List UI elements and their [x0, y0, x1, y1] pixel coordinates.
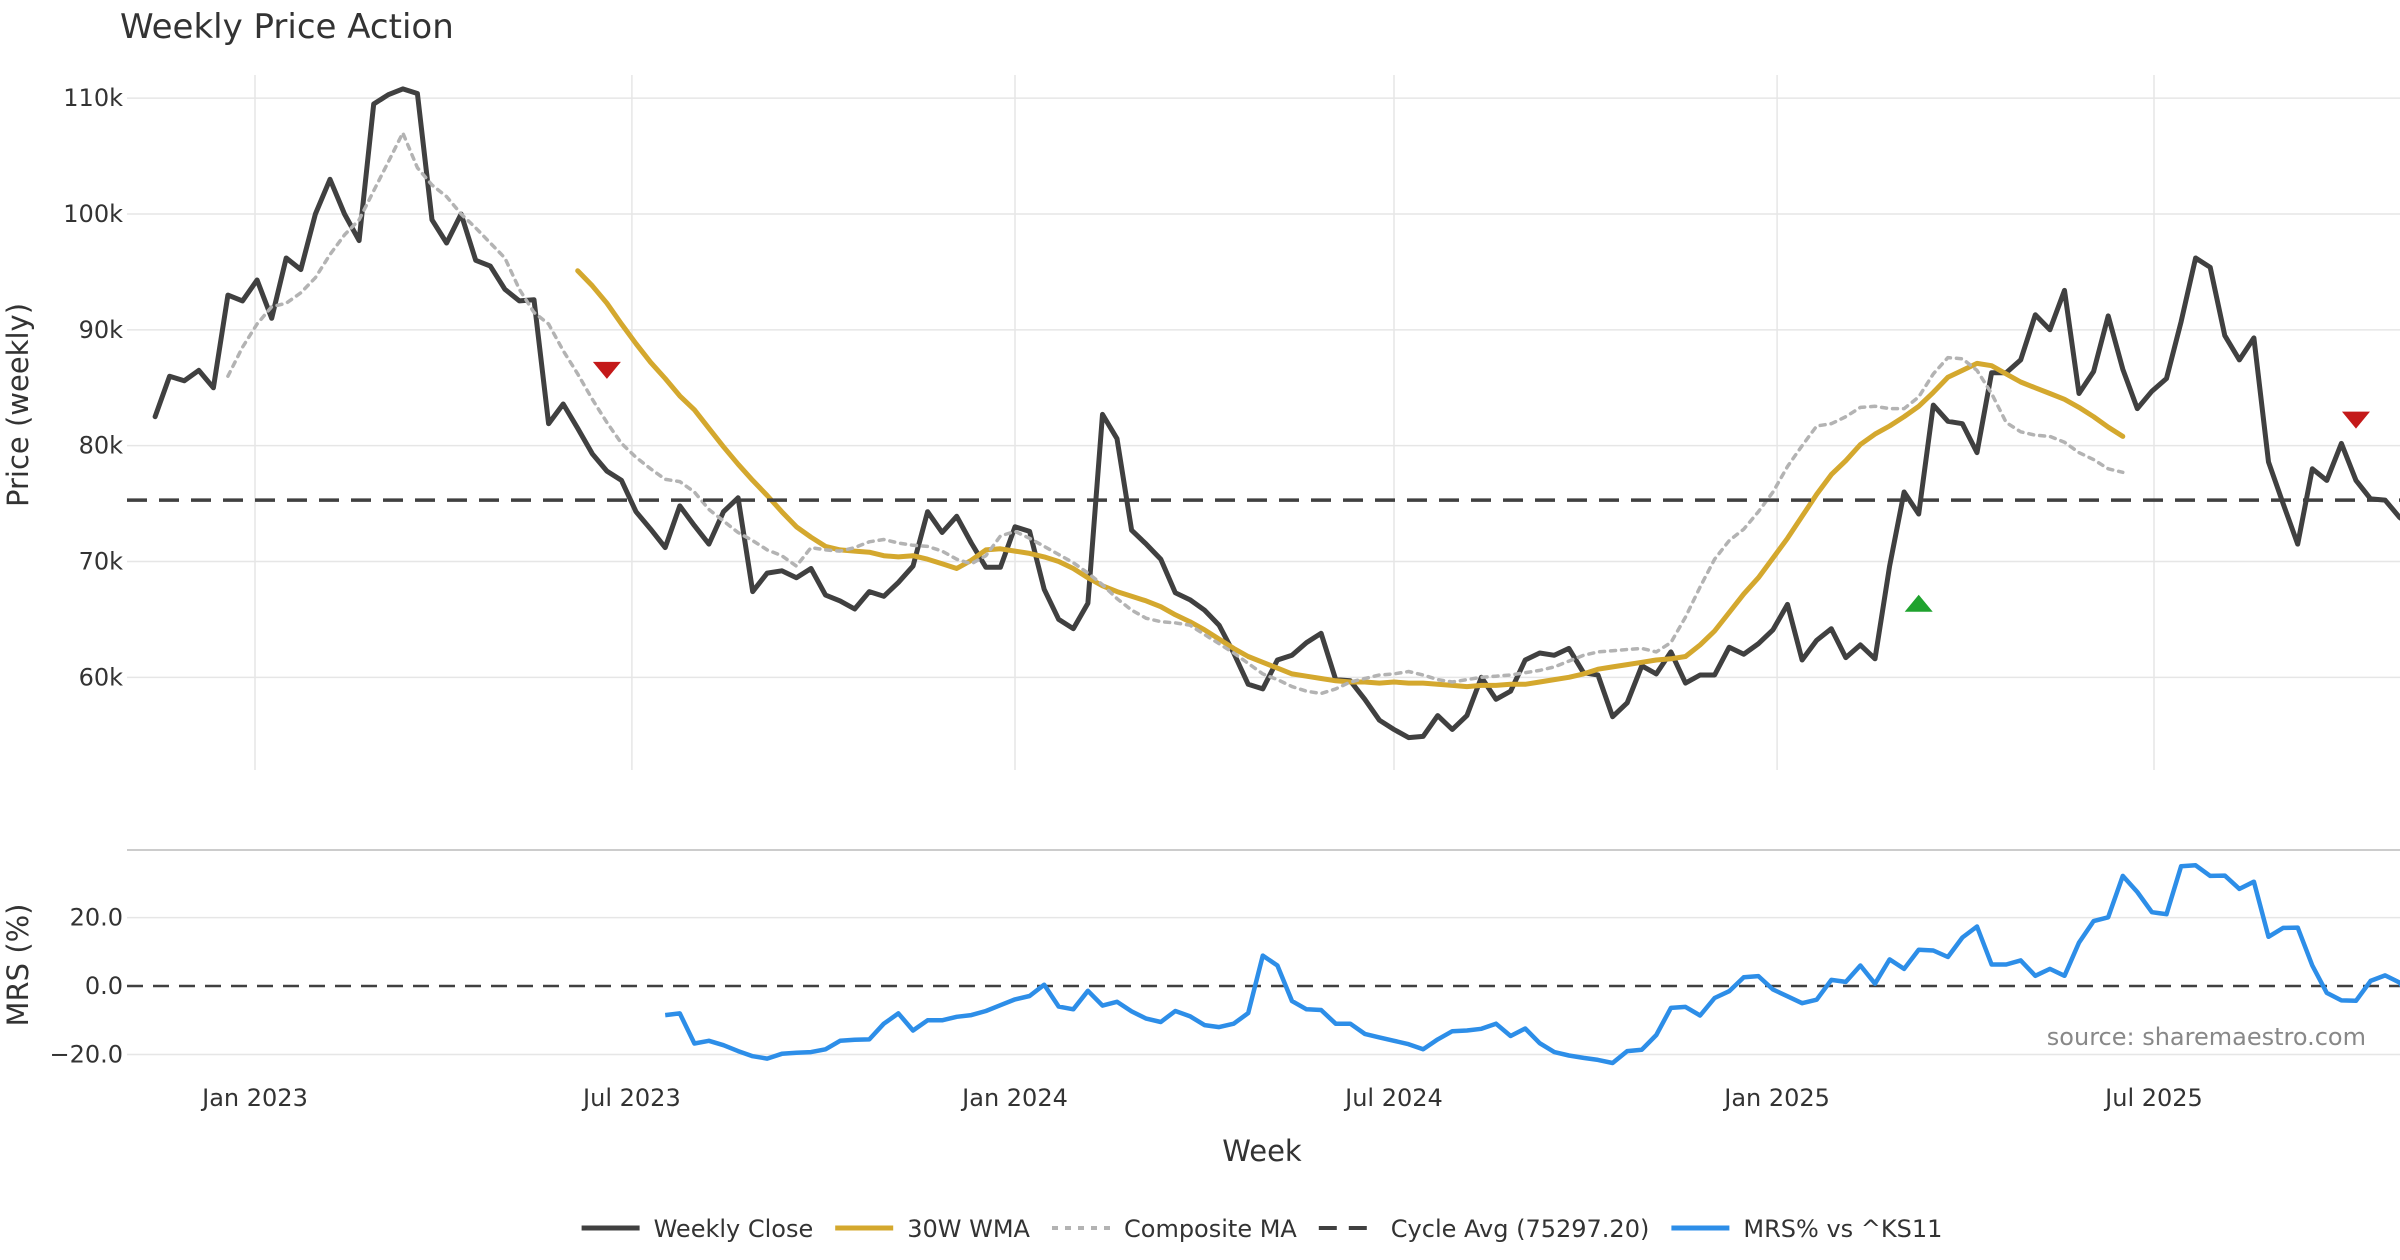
30w-wma-line — [575, 268, 2126, 690]
legend-label: Composite MA — [1124, 1215, 1297, 1243]
price-y-tick-label: 100k — [63, 200, 123, 228]
chart-title: Weekly Price Action — [120, 7, 454, 47]
price-signal-markers — [592, 361, 2370, 612]
price-panel: 60k 70k 80k 90k 100k 110k Price (weekly) — [1, 75, 2400, 770]
x-tick-label: Jul 2024 — [1343, 1084, 1443, 1112]
x-tick-label: Jul 2025 — [2103, 1084, 2203, 1112]
legend-item: MRS% vs ^KS11 — [1671, 1215, 1942, 1243]
legend-item: Weekly Close — [581, 1215, 814, 1243]
price-y-tick-label: 80k — [79, 432, 124, 460]
mrs-grid — [127, 916, 2400, 1056]
mrs-y-tick-label: 20.0 — [70, 904, 123, 932]
mrs-series — [664, 863, 2400, 1066]
price-series — [127, 86, 2400, 741]
mrs-y-axis: −20.0 0.0 20.0 — [49, 904, 123, 1069]
source-note: source: sharemaestro.com — [2047, 1023, 2366, 1051]
x-tick-label: Jan 2023 — [200, 1084, 308, 1112]
legend-label: Cycle Avg (75297.20) — [1391, 1215, 1650, 1243]
legend-item: 30W WMA — [835, 1215, 1031, 1243]
mrs-panel: −20.0 0.0 20.0 MRS (%) source: sharemaestr… — [1, 863, 2400, 1069]
mrs-y-tick-label: 0.0 — [85, 972, 123, 1000]
price-y-axis-label: Price (weekly) — [1, 303, 35, 507]
legend: Weekly Close 30W WMA Composite MA Cycle Avg… — [581, 1215, 1942, 1243]
mrs-line — [664, 863, 2400, 1066]
price-y-tick-label: 90k — [79, 316, 124, 344]
x-tick-label: Jan 2024 — [960, 1084, 1068, 1112]
x-tick-label: Jan 2025 — [1722, 1084, 1830, 1112]
price-grid — [127, 75, 2400, 770]
price-y-tick-label: 70k — [79, 548, 124, 576]
mrs-y-axis-label: MRS (%) — [1, 904, 35, 1027]
price-y-axis: 60k 70k 80k 90k 100k 110k — [63, 84, 123, 691]
x-tick-label: Jul 2023 — [581, 1084, 681, 1112]
legend-item: Composite MA — [1052, 1215, 1297, 1243]
price-y-tick-label: 110k — [63, 84, 123, 112]
buy-signal-marker — [1904, 594, 1933, 612]
legend-label: MRS% vs ^KS11 — [1743, 1215, 1942, 1243]
weekly-close-line — [152, 86, 2400, 741]
price-y-tick-label: 60k — [79, 663, 124, 691]
legend-item: Cycle Avg (75297.20) — [1318, 1215, 1650, 1243]
mrs-y-tick-label: −20.0 — [49, 1040, 123, 1068]
legend-label: Weekly Close — [654, 1215, 814, 1243]
composite-ma-line — [226, 131, 2125, 696]
legend-label: 30W WMA — [907, 1215, 1030, 1243]
x-axis: Jan 2023 Jul 2023 Jan 2024 Jul 2024 Jan 2025… — [200, 1084, 2203, 1112]
x-axis-label: Week — [1222, 1134, 1302, 1168]
sell-signal-marker — [2341, 411, 2370, 429]
sell-signal-marker — [592, 361, 621, 379]
